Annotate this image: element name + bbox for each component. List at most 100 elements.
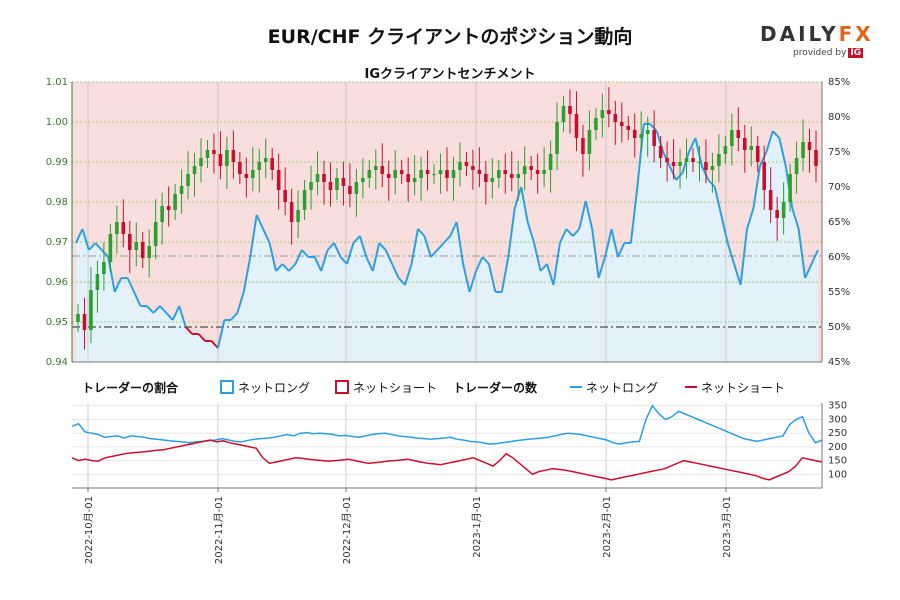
candle-body	[218, 154, 223, 166]
candle-body	[386, 174, 391, 178]
sentiment-line-segment	[733, 263, 742, 286]
candle-body	[199, 158, 203, 166]
sentiment-line-segment	[301, 249, 310, 258]
candle-body	[296, 210, 300, 222]
candle-body	[717, 154, 721, 166]
candle-body	[244, 174, 249, 178]
legend-line-short-icon	[685, 386, 697, 388]
legend-box-long-icon	[220, 380, 234, 394]
candle-body	[341, 178, 346, 186]
candle-body	[678, 162, 682, 166]
candle-body	[276, 170, 281, 190]
candle-body	[613, 114, 618, 122]
sentiment-line-segment	[230, 312, 239, 321]
chart-subtitle: IGクライアントセンチメント	[364, 67, 536, 82]
sentiment-line-segment	[578, 200, 587, 230]
sentiment-line-segment	[94, 242, 103, 251]
sentiment-line-segment	[404, 263, 413, 286]
sentiment-line-segment	[352, 235, 361, 244]
candle-body	[516, 174, 521, 178]
candle-body	[328, 182, 333, 190]
sentiment-line-segment	[75, 228, 84, 244]
candle-body	[102, 262, 106, 274]
candle-body	[755, 146, 760, 162]
candle-body	[76, 314, 80, 322]
sentiment-line-segment	[726, 242, 736, 265]
candle-body	[555, 122, 559, 154]
candle-body	[399, 170, 404, 174]
candle-body	[257, 162, 262, 170]
y-right-tick-label: 70%	[828, 182, 850, 193]
candle-body	[127, 234, 132, 250]
sentiment-line-segment	[455, 221, 465, 265]
candle-body	[348, 186, 352, 194]
sentiment-line-segment	[262, 228, 271, 244]
candle-body	[490, 178, 495, 182]
sentiment-line-segment	[281, 263, 290, 272]
candle-body	[115, 222, 119, 234]
candle-body	[354, 182, 359, 194]
sentiment-line-segment	[739, 228, 749, 286]
sentiment-line-segment	[326, 242, 335, 251]
candle-body	[723, 146, 728, 154]
y-left-tick-label: 0.94	[46, 357, 68, 368]
sentiment-line-segment	[249, 214, 258, 258]
sentiment-line-segment	[507, 207, 516, 258]
y-left-tick-label: 0.97	[46, 237, 68, 248]
sentiment-line-segment	[133, 291, 142, 307]
sentiment-line-segment	[255, 214, 265, 230]
sentiment-line-segment	[520, 186, 529, 223]
candle-body	[380, 166, 385, 174]
candle-body	[691, 158, 695, 162]
count-line-long	[71, 404, 823, 445]
sentiment-line-segment	[165, 312, 174, 321]
sentiment-line-segment	[171, 305, 181, 321]
sentiment-line-segment	[216, 319, 226, 349]
sentiment-line-segment	[591, 228, 600, 279]
sentiment-line-segment	[533, 242, 542, 272]
candle-body	[568, 106, 572, 114]
sentiment-line-segment	[365, 256, 374, 272]
candle-body	[432, 174, 436, 175]
logo-ig: IG	[848, 48, 864, 58]
candle-body	[684, 158, 689, 162]
candle-body	[496, 170, 501, 178]
candle-body	[82, 314, 87, 330]
candle-body	[749, 146, 754, 150]
candle-body	[445, 170, 449, 178]
sentiment-line-segment	[694, 137, 703, 167]
candle-body	[600, 110, 605, 118]
sentiment-line-segment	[546, 263, 555, 286]
x-tick-label: 2022-12月-01	[341, 496, 353, 564]
x-tick-label: 2023-1月-01	[471, 496, 483, 558]
sentiment-line-segment	[88, 242, 97, 251]
legend-count-short: ネットショート	[685, 379, 785, 396]
y-right-tick-label: 60%	[828, 252, 850, 263]
sentiment-line-segment	[146, 305, 155, 314]
candle-body	[665, 158, 669, 162]
candle-body	[807, 142, 812, 150]
sentiment-line-segment	[810, 249, 819, 265]
candle-body	[373, 166, 378, 170]
candle-body	[270, 158, 275, 170]
candle-body	[471, 166, 475, 170]
sentiment-line-segment	[539, 263, 548, 272]
sentiment-line-segment	[597, 256, 607, 279]
sentiment-line-segment	[288, 263, 297, 272]
sentiment-line-segment	[378, 242, 387, 251]
sentiment-line-segment	[572, 228, 581, 237]
y-right-tick-label: 80%	[828, 112, 850, 123]
candle-body	[231, 150, 236, 162]
candle-body	[788, 174, 792, 202]
candle-body	[639, 134, 644, 138]
candle-body	[153, 222, 158, 246]
y-right-tick-label: 75%	[828, 147, 850, 158]
candle-body	[762, 162, 767, 190]
candle-body	[626, 126, 631, 130]
sentiment-line-segment	[236, 291, 245, 314]
candle-body	[393, 170, 398, 178]
x-tick-label: 2022-11月-01	[213, 496, 225, 564]
candle-body	[509, 174, 514, 178]
sentiment-line-segment	[126, 277, 135, 293]
sentiment-line-segment	[617, 242, 626, 258]
